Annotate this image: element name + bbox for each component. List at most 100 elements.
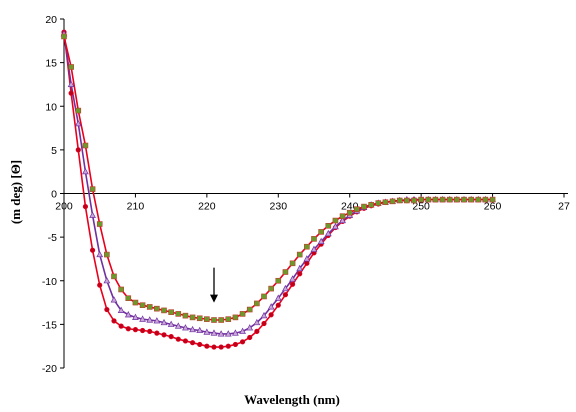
series-1-point — [297, 271, 303, 277]
series-2-point — [189, 325, 196, 333]
series-2-point — [110, 296, 118, 303]
series-1-point — [282, 292, 289, 298]
series-1-point — [225, 343, 231, 349]
x-axis-title: Wavelength (nm) — [244, 392, 340, 407]
y-tick-label: -15 — [42, 319, 57, 331]
series-2-point — [160, 318, 168, 326]
series-2-point — [246, 324, 254, 331]
series-2-point — [103, 277, 111, 284]
series-3-point — [196, 315, 203, 322]
series-3-point — [346, 209, 353, 216]
series-2-point — [232, 329, 239, 336]
series-2-point — [274, 294, 282, 301]
series-3-point — [96, 221, 103, 227]
series-2-point — [203, 328, 211, 335]
series-2-point — [303, 255, 311, 262]
series-1-point — [89, 247, 96, 253]
y-tick-label: 20 — [45, 14, 57, 26]
series-3-point — [275, 277, 282, 284]
series-3-point — [246, 306, 253, 313]
series-2-line — [63, 33, 493, 335]
series-3-point — [311, 236, 317, 242]
series-3-point — [204, 316, 210, 322]
series-1-point — [75, 147, 81, 153]
series-1-point — [182, 338, 189, 344]
series-2-point — [289, 275, 296, 282]
series-2-point — [89, 211, 96, 218]
series-3-point — [411, 197, 417, 204]
series-2-point — [167, 320, 175, 327]
series-3-point — [389, 198, 396, 205]
series-1-point — [289, 281, 296, 287]
series-3-point — [461, 196, 467, 203]
series-3-point — [296, 251, 303, 258]
series-1-point — [247, 334, 253, 341]
series-2-point — [282, 284, 289, 292]
series-1-point — [197, 341, 203, 348]
x-tick-label: 210 — [127, 201, 145, 213]
series-1-point — [139, 327, 146, 334]
series-3-point — [475, 196, 482, 203]
x-tick-label: 200 — [55, 201, 73, 213]
series-3-point — [146, 304, 153, 310]
series-3-point — [418, 196, 424, 203]
series-3-point — [89, 186, 96, 192]
series-3-point — [182, 312, 189, 319]
series-3-line — [63, 36, 493, 321]
series-1-point — [189, 340, 196, 346]
series-2-point — [296, 264, 304, 272]
series-3-point — [332, 217, 339, 224]
series-2-point — [210, 329, 218, 336]
series-3-point — [168, 309, 174, 315]
series-2-point — [267, 303, 275, 310]
series-3-point — [375, 200, 382, 206]
series-1-point — [82, 203, 89, 210]
series-3-point — [118, 286, 124, 293]
x-tick-label: 220 — [198, 201, 216, 213]
series-1-point — [68, 90, 74, 96]
series-3-point — [132, 299, 139, 306]
series-1-point — [97, 282, 103, 288]
series-1-point — [239, 339, 246, 345]
y-tick-label: 15 — [45, 58, 57, 70]
series-2-point — [117, 306, 125, 313]
series-3-point — [254, 300, 260, 307]
series-3-point — [361, 203, 367, 210]
series-1-point — [175, 336, 181, 342]
series-2-point — [174, 322, 182, 329]
series-2-point — [224, 330, 232, 337]
series-1-point — [125, 326, 131, 332]
annotation — [210, 267, 218, 303]
series-3-point — [225, 316, 232, 322]
series-3-point — [154, 305, 160, 312]
series-3-point — [111, 273, 117, 280]
series-1-point — [111, 318, 117, 324]
series-2-point — [124, 311, 132, 318]
series-3-point — [161, 307, 167, 314]
series-3-point — [82, 142, 89, 149]
series-1-point — [275, 302, 281, 308]
series-1-point — [118, 323, 124, 329]
series-3-point — [239, 311, 246, 317]
y-tick-label: -10 — [42, 276, 57, 288]
series-3-point — [368, 202, 374, 208]
series-2-point — [310, 245, 318, 252]
series-1-point — [218, 344, 224, 350]
series-1-point — [261, 320, 267, 327]
y-tick-label: 5 — [51, 145, 57, 157]
series-1-point — [232, 341, 239, 348]
series-3-point — [339, 213, 346, 219]
series-1-point — [211, 344, 217, 350]
series-3-point — [68, 64, 74, 70]
series-3-point — [425, 196, 432, 203]
series-2-point — [260, 311, 268, 319]
series-2-point — [74, 119, 82, 127]
series-3-point — [75, 107, 82, 114]
series-3-point — [354, 206, 360, 213]
series-1-point — [304, 260, 310, 266]
series-2-point — [239, 327, 246, 334]
series-2-point — [82, 167, 89, 175]
series-3-point — [289, 260, 296, 267]
